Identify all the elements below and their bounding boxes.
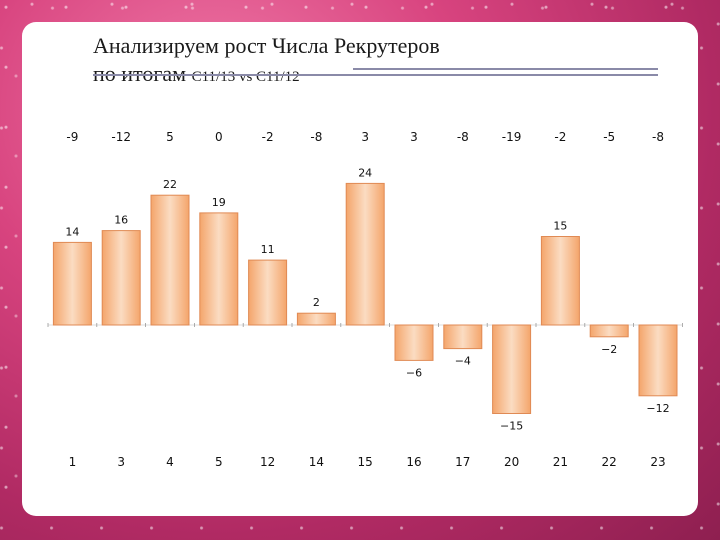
difference-label: -8 [457, 130, 469, 144]
difference-label: -2 [262, 130, 274, 144]
bar-21 [540, 236, 580, 326]
value-label: 14 [65, 225, 79, 238]
difference-label: -9 [66, 130, 78, 144]
category-label: 22 [602, 455, 617, 469]
value-label: −15 [500, 420, 523, 433]
category-label: 23 [650, 455, 665, 469]
bar-3 [101, 230, 141, 326]
category-label: 21 [553, 455, 568, 469]
category-label: 12 [260, 455, 275, 469]
value-label: 22 [163, 178, 177, 191]
bar-17 [443, 324, 483, 350]
bar-23 [638, 324, 678, 397]
bars [52, 182, 678, 414]
difference-label: 0 [215, 130, 223, 144]
bar-4 [150, 194, 190, 326]
difference-label: -8 [310, 130, 322, 144]
bar-22 [589, 324, 629, 338]
difference-labels: -9 -12 5 0 -2 -8 3 3 -8 -19 -2 -5 -8 [66, 130, 664, 144]
bar-1 [52, 241, 92, 326]
bar-20 [492, 324, 532, 414]
value-label: −6 [406, 366, 422, 379]
value-label: 16 [114, 214, 128, 227]
value-label: −4 [455, 355, 471, 368]
value-label: −2 [601, 343, 617, 356]
category-label: 15 [358, 455, 373, 469]
difference-label: 3 [361, 130, 369, 144]
difference-label: 5 [166, 130, 174, 144]
category-label: 17 [455, 455, 470, 469]
slide-title: Анализируем рост Числа Рекрутеров по ито… [93, 32, 440, 91]
category-labels: 1 3 4 5 12 14 15 16 17 20 21 22 23 [69, 455, 666, 469]
difference-label: -19 [502, 130, 522, 144]
value-label: 19 [212, 196, 226, 209]
title-line-1: Анализируем рост Числа Рекрутеров [93, 33, 440, 58]
category-label: 3 [117, 455, 125, 469]
category-label: 20 [504, 455, 519, 469]
category-label: 16 [406, 455, 421, 469]
difference-label: -8 [652, 130, 664, 144]
value-labels: 14 16 22 19 11 2 24 −6 −4 −15 15 −2 −12 [65, 166, 669, 432]
title-line-2-period: C11/13 vs C11/12 [191, 69, 300, 85]
value-label: 11 [261, 243, 275, 256]
difference-label: 3 [410, 130, 418, 144]
difference-label: -5 [603, 130, 615, 144]
value-label: 15 [553, 220, 567, 233]
difference-label: -12 [111, 130, 131, 144]
category-label: 1 [69, 455, 77, 469]
value-label: −12 [646, 402, 669, 415]
title-line-2: по итогам C11/13 vs C11/12 [93, 61, 300, 86]
title-divider-lower [93, 74, 658, 76]
category-label: 5 [215, 455, 223, 469]
category-label: 14 [309, 455, 324, 469]
difference-label: -2 [554, 130, 566, 144]
bar-5 [199, 212, 239, 326]
bar-15 [345, 182, 385, 326]
value-label: 24 [358, 166, 372, 179]
title-line-2-main: по итогам [93, 61, 192, 86]
category-label: 4 [166, 455, 174, 469]
bar-14 [296, 312, 336, 326]
value-label: 2 [313, 296, 320, 309]
title-divider-upper [353, 68, 658, 70]
bar-16 [394, 324, 434, 361]
bar-12 [248, 259, 288, 326]
